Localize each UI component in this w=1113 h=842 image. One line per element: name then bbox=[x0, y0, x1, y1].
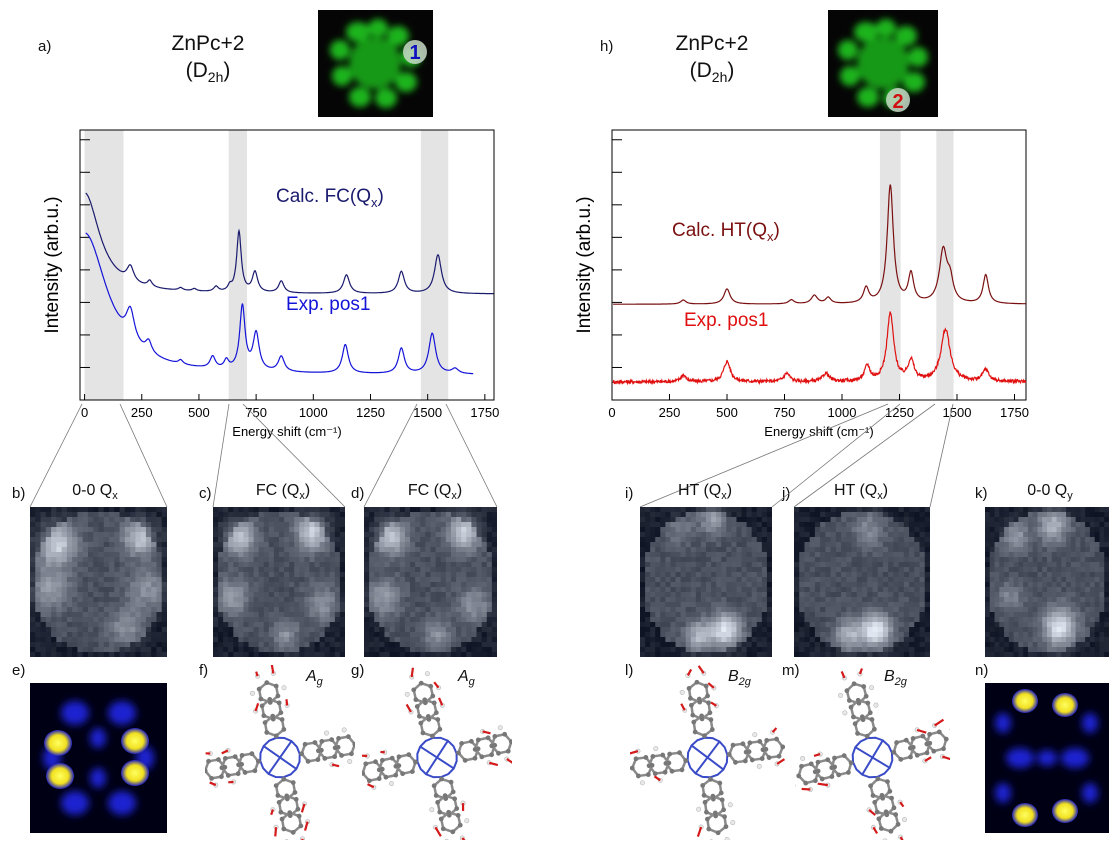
x-tick-label: 750 bbox=[774, 405, 796, 420]
panel-label-m: m) bbox=[782, 662, 800, 679]
map-title-i: HT (Qx) bbox=[677, 482, 733, 503]
x-tick-label: 0 bbox=[608, 405, 615, 420]
panel-label-g: g) bbox=[351, 662, 365, 679]
panel-label-k: k) bbox=[975, 485, 988, 502]
x-tick-label: 250 bbox=[659, 405, 681, 420]
highlight-band-0 bbox=[879, 130, 901, 400]
x-tick-label: 1750 bbox=[470, 405, 499, 420]
mode-label-g: Ag bbox=[458, 668, 475, 689]
highlight-band-1 bbox=[936, 130, 954, 400]
raman-map-i bbox=[640, 507, 772, 657]
vibration-mode-g bbox=[362, 667, 512, 840]
raman-map-b bbox=[30, 507, 167, 657]
x-tick-label: 0 bbox=[81, 405, 88, 420]
series-line-exp bbox=[612, 311, 1027, 386]
position-marker-1-label: 1 bbox=[409, 42, 420, 64]
x-tick-label: 1250 bbox=[356, 405, 385, 420]
position-marker-2-label: 2 bbox=[892, 91, 903, 113]
x-tick-label: 750 bbox=[245, 405, 267, 420]
left-molecule-title: ZnPc+2 (D2h) bbox=[148, 30, 268, 91]
panel-label-i: i) bbox=[625, 485, 634, 502]
map-title-k: 0-0 Qy bbox=[1027, 482, 1073, 503]
panel-label-j: j) bbox=[782, 485, 791, 502]
raman-map-c bbox=[213, 507, 345, 657]
panel-label-n: n) bbox=[975, 662, 989, 679]
panel-label-c: c) bbox=[199, 485, 212, 502]
map-title-b: 0-0 Qx bbox=[72, 482, 118, 503]
vibration-mode-f bbox=[205, 665, 355, 840]
y-axis-label: Intensity (arb.u.) bbox=[574, 196, 595, 333]
x-tick-label: 500 bbox=[716, 405, 738, 420]
panel-label-b: b) bbox=[12, 485, 26, 502]
series-label-exp: Exp. pos1 bbox=[684, 310, 769, 331]
highlight-band-0 bbox=[84, 130, 124, 400]
plot-frame bbox=[79, 129, 495, 401]
series-label-calc: Calc. FC(Qx) bbox=[276, 186, 384, 210]
right-title-line1: ZnPc+2 bbox=[675, 32, 749, 55]
map-title-c: FC (Qx) bbox=[255, 482, 311, 503]
right-title-symmetry: (D2h) bbox=[689, 59, 735, 86]
x-tick-label: 1250 bbox=[885, 405, 914, 420]
vibration-mode-m bbox=[795, 668, 950, 840]
panel-label-a: a) bbox=[38, 38, 52, 55]
mode-label-l: B2g bbox=[728, 668, 751, 689]
mode-label-m: B2g bbox=[884, 668, 907, 689]
highlight-band-2 bbox=[420, 130, 449, 400]
plot-frame bbox=[611, 129, 1027, 401]
highlight-band-1 bbox=[228, 130, 247, 400]
stm-image-right: 2 bbox=[828, 10, 938, 117]
position-marker-1 bbox=[403, 40, 427, 64]
orbital-image-n bbox=[985, 683, 1109, 833]
orbital-image-e bbox=[30, 683, 167, 833]
x-tick-label: 1000 bbox=[299, 405, 328, 420]
map-title-d: FC (Qx) bbox=[407, 482, 463, 503]
raman-map-k bbox=[985, 507, 1109, 657]
x-tick-label: 1000 bbox=[828, 405, 857, 420]
x-tick-label: 250 bbox=[131, 405, 153, 420]
mode-label-f: Ag bbox=[306, 668, 323, 689]
left-title-symmetry: (D2h) bbox=[185, 59, 231, 86]
series-line-calc bbox=[613, 184, 1026, 305]
panel-label-h: h) bbox=[600, 38, 614, 55]
x-tick-label: 1750 bbox=[1000, 405, 1029, 420]
panel-label-e: e) bbox=[12, 662, 26, 679]
series-label-calc: Calc. HT(Qx) bbox=[672, 220, 780, 244]
y-axis-label: Intensity (arb.u.) bbox=[42, 196, 63, 333]
vibration-mode-l bbox=[630, 665, 785, 840]
panel-label-f: f) bbox=[199, 662, 209, 679]
left-title-line1: ZnPc+2 bbox=[171, 32, 245, 55]
right-molecule-title: ZnPc+2 (D2h) bbox=[652, 30, 772, 91]
series-line-exp bbox=[85, 232, 474, 375]
position-marker-2 bbox=[886, 88, 910, 112]
panel-label-l: l) bbox=[625, 662, 634, 679]
spectrum-chart-left: 0 250 500 750 1000 1250 1500 1750 Energy shift (… bbox=[42, 129, 499, 439]
x-axis-label: Energy shift (cm⁻¹) bbox=[232, 424, 341, 439]
spectrum-chart-right: 0 250 500 750 1000 1250 1500 1750 Energy shift (… bbox=[574, 129, 1029, 439]
raman-map-j bbox=[794, 507, 930, 657]
series-line-calc bbox=[85, 192, 494, 295]
x-tick-label: 500 bbox=[188, 405, 210, 420]
x-tick-label: 1500 bbox=[413, 405, 442, 420]
panel-label-d: d) bbox=[351, 485, 365, 502]
stm-image-left: 1 bbox=[318, 10, 433, 117]
map-title-j: HT (Qx) bbox=[833, 482, 889, 503]
x-axis-label: Energy shift (cm⁻¹) bbox=[764, 424, 873, 439]
series-label-exp: Exp. pos1 bbox=[286, 294, 371, 315]
x-tick-label: 1500 bbox=[943, 405, 972, 420]
raman-map-d bbox=[364, 507, 497, 657]
